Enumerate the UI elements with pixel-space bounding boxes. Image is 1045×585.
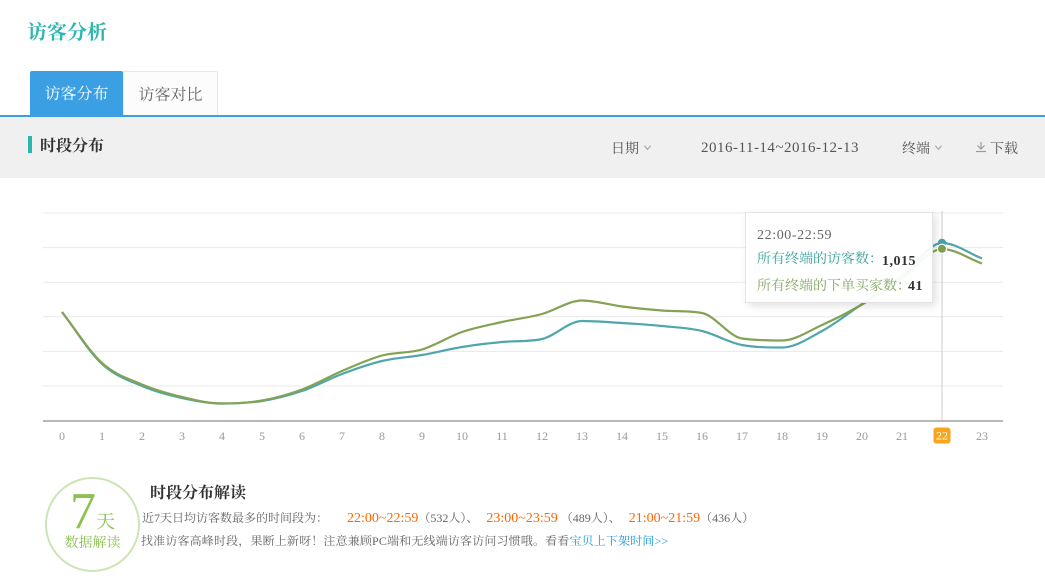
svg-text:1: 1 — [99, 429, 105, 443]
svg-text:3: 3 — [179, 429, 185, 443]
svg-text:19: 19 — [816, 429, 828, 443]
svg-text:5: 5 — [259, 429, 265, 443]
svg-text:21: 21 — [896, 429, 908, 443]
svg-text:15: 15 — [656, 429, 668, 443]
svg-text:17: 17 — [736, 429, 748, 443]
svg-text:12: 12 — [536, 429, 548, 443]
svg-text:6: 6 — [299, 429, 305, 443]
svg-text:2: 2 — [139, 429, 145, 443]
svg-text:16: 16 — [696, 429, 708, 443]
svg-text:20: 20 — [856, 429, 868, 443]
svg-text:4: 4 — [219, 429, 225, 443]
svg-text:14: 14 — [616, 429, 628, 443]
svg-text:23: 23 — [976, 429, 988, 443]
svg-text:13: 13 — [576, 429, 588, 443]
svg-text:8: 8 — [379, 429, 385, 443]
svg-text:7: 7 — [339, 429, 345, 443]
svg-text:11: 11 — [496, 429, 508, 443]
svg-text:18: 18 — [776, 429, 788, 443]
svg-text:10: 10 — [456, 429, 468, 443]
svg-text:0: 0 — [59, 429, 65, 443]
svg-text:9: 9 — [419, 429, 425, 443]
svg-text:22: 22 — [936, 429, 948, 443]
